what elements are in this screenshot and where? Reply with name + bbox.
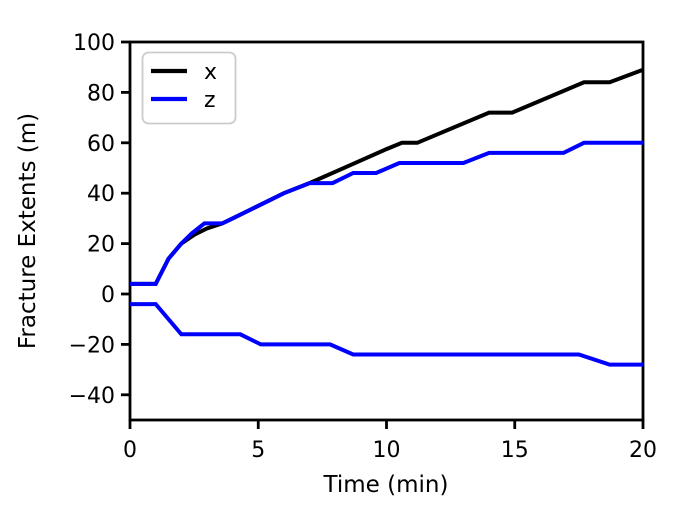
y-tick-label: 40 bbox=[87, 182, 115, 207]
x-tick-label: 0 bbox=[123, 438, 137, 463]
series-line-z-lower bbox=[130, 302, 643, 367]
y-tick-label: 100 bbox=[73, 31, 115, 56]
x-tick-label: 20 bbox=[629, 438, 657, 463]
y-tick-label: 0 bbox=[101, 283, 115, 308]
legend-item-z: z bbox=[151, 88, 216, 113]
y-tick-label: 80 bbox=[87, 81, 115, 106]
x-axis-ticks: 0 5 10 15 20 bbox=[123, 420, 657, 463]
y-axis-ticks: −40 −20 0 20 40 60 80 100 bbox=[69, 31, 130, 409]
y-tick-label: −40 bbox=[69, 384, 115, 409]
y-tick-label: −20 bbox=[69, 333, 115, 358]
x-tick-label: 15 bbox=[501, 438, 529, 463]
y-tick-label: 60 bbox=[87, 132, 115, 157]
series-line-z-upper bbox=[130, 140, 643, 286]
legend: x z bbox=[141, 51, 237, 125]
x-tick-label: 5 bbox=[251, 438, 265, 463]
legend-item-x: x bbox=[151, 60, 217, 85]
legend-label-x: x bbox=[204, 60, 217, 85]
legend-label-z: z bbox=[204, 88, 216, 113]
x-tick-label: 10 bbox=[373, 438, 401, 463]
y-axis-label: Fracture Extents (m) bbox=[15, 113, 41, 349]
data-series bbox=[130, 67, 644, 367]
x-axis-label: Time (min) bbox=[323, 472, 449, 498]
y-tick-label: 20 bbox=[87, 233, 115, 258]
legend-box bbox=[141, 51, 237, 125]
